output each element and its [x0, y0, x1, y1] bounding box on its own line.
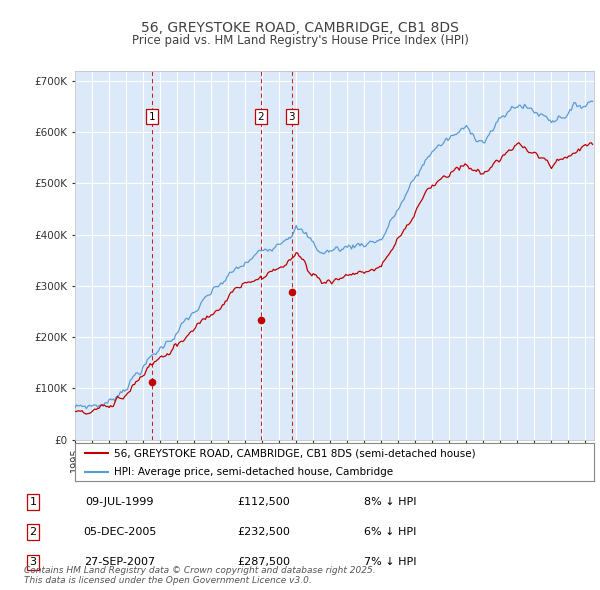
- Text: HPI: Average price, semi-detached house, Cambridge: HPI: Average price, semi-detached house,…: [114, 467, 393, 477]
- Text: 1: 1: [149, 112, 155, 122]
- Text: 6% ↓ HPI: 6% ↓ HPI: [364, 527, 416, 537]
- Text: 09-JUL-1999: 09-JUL-1999: [86, 497, 154, 507]
- Text: 1: 1: [29, 497, 37, 507]
- Text: 2: 2: [29, 527, 37, 537]
- Text: Price paid vs. HM Land Registry's House Price Index (HPI): Price paid vs. HM Land Registry's House …: [131, 34, 469, 47]
- Text: 3: 3: [289, 112, 295, 122]
- Point: [287, 287, 297, 297]
- Text: £287,500: £287,500: [238, 558, 290, 568]
- Text: £112,500: £112,500: [238, 497, 290, 507]
- Point: [256, 316, 266, 325]
- Text: 7% ↓ HPI: 7% ↓ HPI: [364, 558, 416, 568]
- Text: Contains HM Land Registry data © Crown copyright and database right 2025.
This d: Contains HM Land Registry data © Crown c…: [24, 566, 376, 585]
- Text: 56, GREYSTOKE ROAD, CAMBRIDGE, CB1 8DS: 56, GREYSTOKE ROAD, CAMBRIDGE, CB1 8DS: [141, 21, 459, 35]
- Text: 56, GREYSTOKE ROAD, CAMBRIDGE, CB1 8DS (semi-detached house): 56, GREYSTOKE ROAD, CAMBRIDGE, CB1 8DS (…: [114, 448, 476, 458]
- Text: £232,500: £232,500: [238, 527, 290, 537]
- Text: 8% ↓ HPI: 8% ↓ HPI: [364, 497, 416, 507]
- Text: 27-SEP-2007: 27-SEP-2007: [85, 558, 155, 568]
- Text: 05-DEC-2005: 05-DEC-2005: [83, 527, 157, 537]
- Point: [147, 377, 157, 386]
- Text: 3: 3: [29, 558, 37, 568]
- Text: 2: 2: [257, 112, 264, 122]
